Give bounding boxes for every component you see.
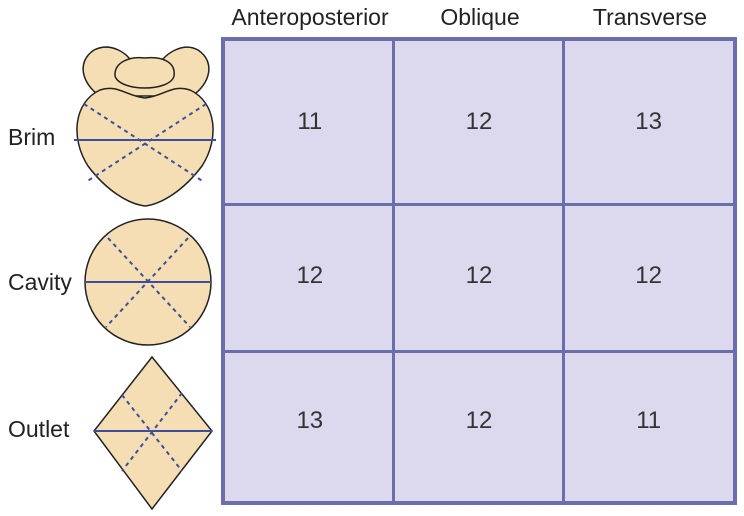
outlet-shape-icon	[93, 355, 213, 511]
cell-outlet-transverse: 11	[636, 406, 662, 434]
column-header-anteroposterior: Anteroposterior	[231, 4, 389, 30]
grid-divider	[225, 350, 733, 353]
cell-brim-transverse: 13	[635, 108, 662, 136]
row-label-outlet: Outlet	[8, 416, 70, 442]
cell-brim-anteroposterior: 11	[297, 108, 323, 136]
cell-brim-oblique: 12	[465, 108, 493, 136]
column-header-oblique: Oblique	[440, 4, 520, 30]
grid-divider	[562, 41, 566, 501]
cell-cavity-oblique: 12	[465, 262, 493, 290]
cavity-shape-icon	[84, 218, 212, 346]
diameter-grid: 11 12 13 12 12 12 13 12 11	[221, 37, 737, 505]
row-label-brim: Brim	[8, 124, 56, 150]
cell-outlet-anteroposterior: 13	[296, 406, 324, 434]
column-header-transverse: Transverse	[592, 4, 708, 30]
grid-divider	[225, 202, 733, 206]
cell-outlet-oblique: 12	[465, 406, 493, 434]
cell-cavity-anteroposterior: 12	[296, 262, 324, 290]
row-label-cavity: Cavity	[8, 269, 72, 295]
grid-divider	[391, 41, 395, 501]
cell-cavity-transverse: 12	[635, 262, 662, 290]
brim-shape-icon	[74, 46, 216, 207]
